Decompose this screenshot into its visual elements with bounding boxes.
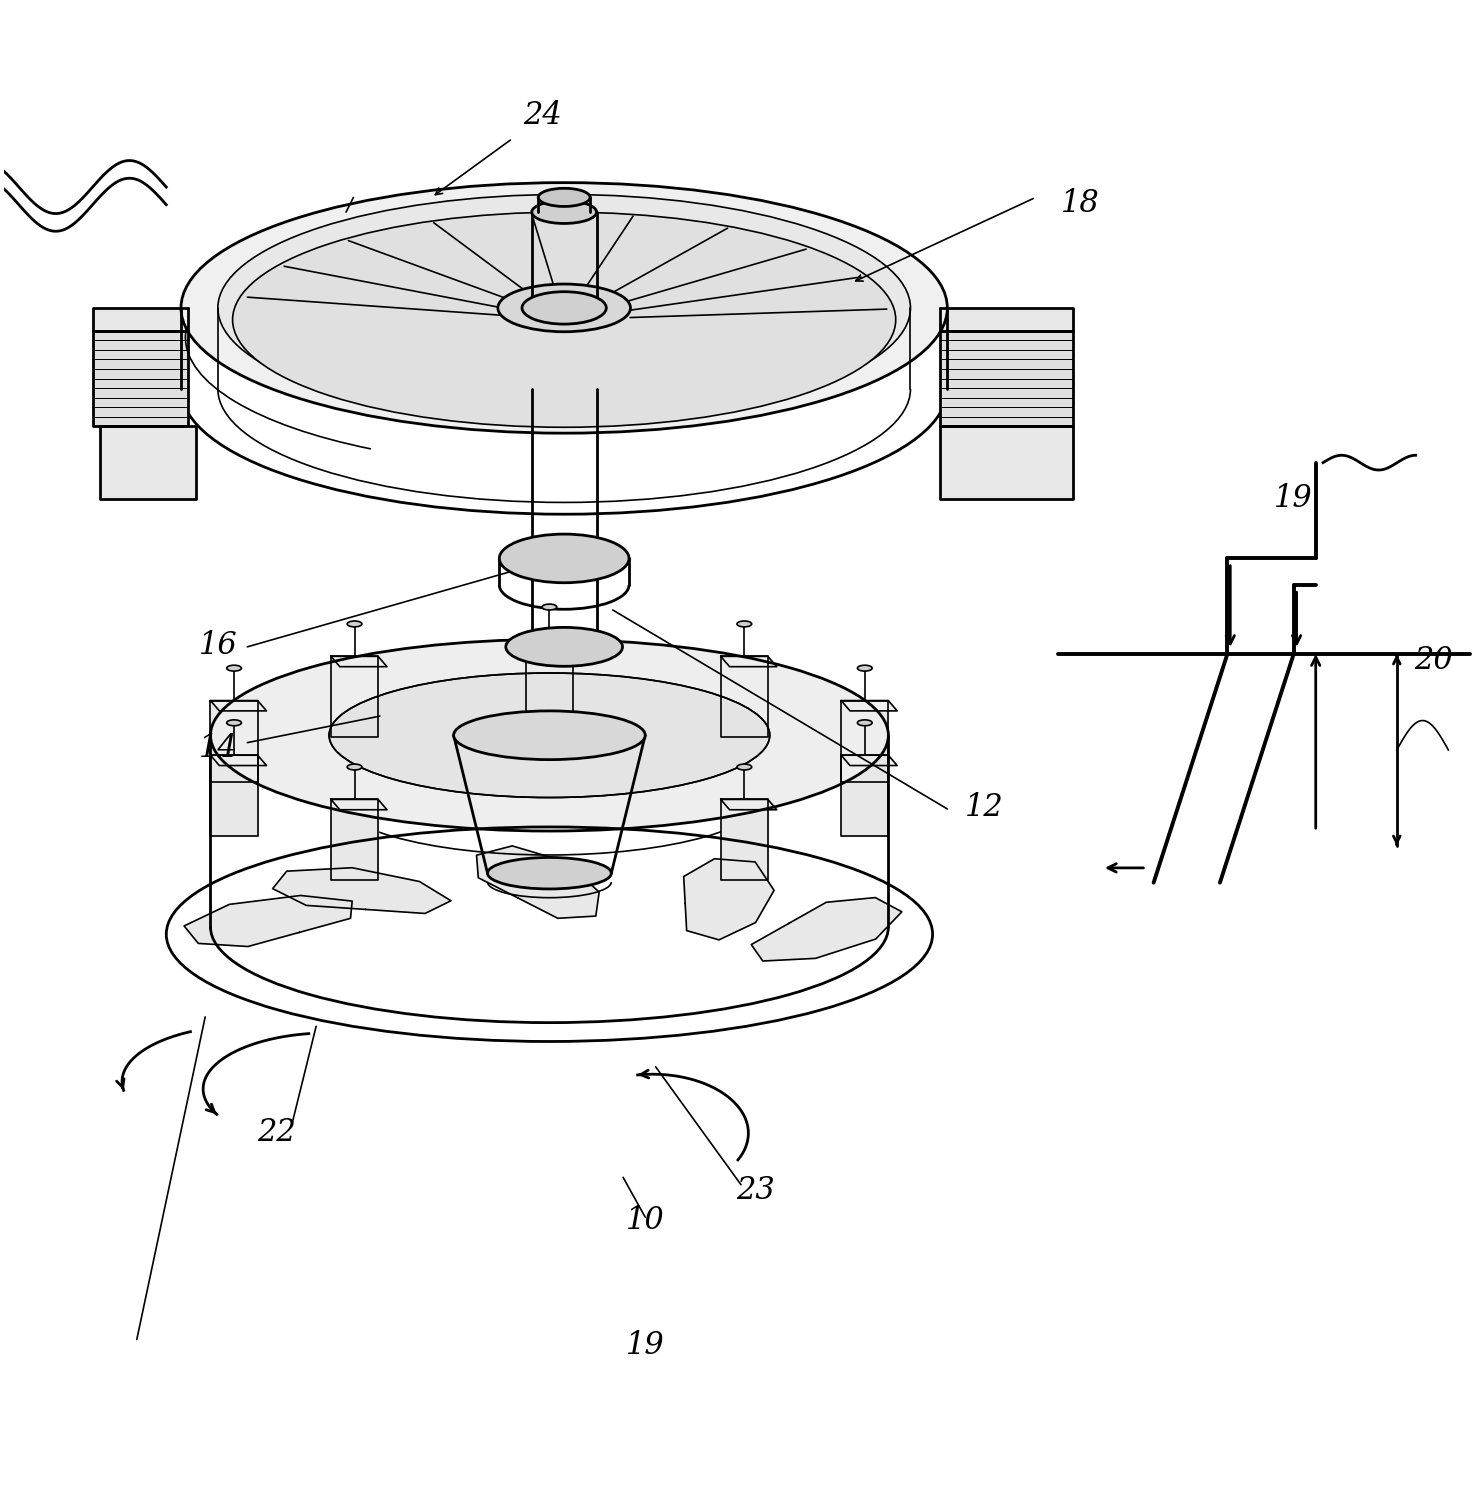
Polygon shape <box>842 700 897 711</box>
Ellipse shape <box>227 664 242 670</box>
Polygon shape <box>184 896 353 946</box>
Polygon shape <box>330 800 378 880</box>
Polygon shape <box>683 858 774 940</box>
Ellipse shape <box>453 711 645 759</box>
Polygon shape <box>526 639 582 650</box>
Text: 16: 16 <box>199 630 237 662</box>
Polygon shape <box>99 426 196 500</box>
Ellipse shape <box>542 604 557 610</box>
Ellipse shape <box>737 621 751 627</box>
Polygon shape <box>842 754 888 837</box>
Ellipse shape <box>532 201 597 223</box>
Ellipse shape <box>329 674 769 798</box>
Polygon shape <box>720 800 777 810</box>
Text: 19: 19 <box>1275 483 1313 514</box>
Polygon shape <box>842 754 897 765</box>
Text: 18: 18 <box>1061 188 1100 219</box>
Text: 14: 14 <box>199 734 237 765</box>
Polygon shape <box>940 426 1073 500</box>
Ellipse shape <box>528 296 600 321</box>
Ellipse shape <box>498 284 630 332</box>
Polygon shape <box>210 754 258 837</box>
Ellipse shape <box>218 195 910 422</box>
Ellipse shape <box>538 189 590 207</box>
Polygon shape <box>526 639 574 720</box>
Polygon shape <box>720 657 768 738</box>
Ellipse shape <box>347 621 362 627</box>
Polygon shape <box>330 657 378 738</box>
Text: 23: 23 <box>737 1176 775 1206</box>
Polygon shape <box>940 332 1073 426</box>
Ellipse shape <box>858 664 871 670</box>
Polygon shape <box>477 846 599 918</box>
Polygon shape <box>210 700 267 711</box>
Polygon shape <box>330 800 387 810</box>
Polygon shape <box>210 754 267 765</box>
Ellipse shape <box>505 627 622 666</box>
Polygon shape <box>210 700 258 782</box>
Polygon shape <box>720 657 777 666</box>
Ellipse shape <box>347 764 362 770</box>
Polygon shape <box>751 897 903 962</box>
Polygon shape <box>940 308 1073 332</box>
Text: 19: 19 <box>625 1330 664 1360</box>
Ellipse shape <box>522 291 606 324</box>
Text: 24: 24 <box>523 99 562 130</box>
Polygon shape <box>273 867 451 913</box>
Ellipse shape <box>488 858 611 889</box>
Text: 12: 12 <box>965 792 1003 824</box>
Ellipse shape <box>499 534 628 582</box>
Polygon shape <box>720 800 768 880</box>
Ellipse shape <box>858 720 871 726</box>
Ellipse shape <box>181 183 947 434</box>
Ellipse shape <box>737 764 751 770</box>
Polygon shape <box>330 657 387 666</box>
Polygon shape <box>842 700 888 782</box>
Ellipse shape <box>233 211 895 427</box>
Text: 22: 22 <box>258 1116 296 1148</box>
Ellipse shape <box>227 720 242 726</box>
Text: 20: 20 <box>1414 645 1452 676</box>
Polygon shape <box>92 308 188 332</box>
Text: 10: 10 <box>625 1204 664 1236</box>
Polygon shape <box>92 332 188 426</box>
Ellipse shape <box>210 639 888 831</box>
